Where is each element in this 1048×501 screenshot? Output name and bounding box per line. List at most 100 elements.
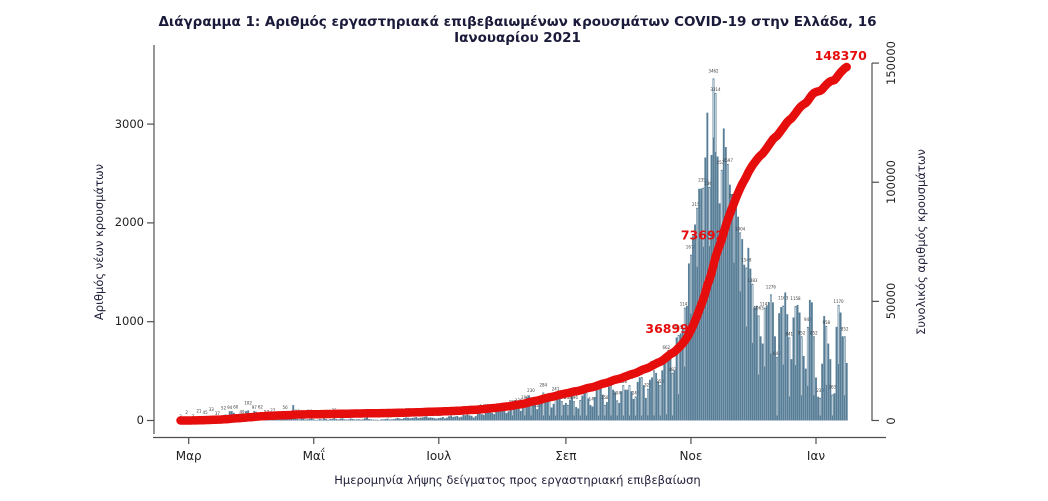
daily-cases-bar	[335, 419, 338, 421]
daily-cases-bar	[761, 343, 764, 421]
daily-cases-bar	[390, 419, 393, 421]
daily-cases-bar	[675, 337, 678, 421]
daily-cases-bar	[433, 418, 436, 421]
x-axis-month-label: Μαρ	[175, 449, 202, 463]
daily-cases-bar	[720, 169, 723, 421]
label-leader-line	[764, 308, 766, 367]
daily-cases-bar	[587, 398, 590, 421]
label-leader-line	[555, 397, 556, 416]
label-leader-line	[713, 79, 714, 138]
daily-cases-bar	[398, 418, 401, 421]
daily-cases-bar	[419, 417, 422, 421]
daily-cases-bar	[546, 397, 549, 421]
bar-value-label: 3462	[708, 69, 719, 74]
daily-cases-bar	[630, 391, 633, 421]
label-leader-line	[825, 326, 827, 385]
daily-cases-bar	[421, 417, 424, 421]
daily-cases-bar	[669, 354, 672, 421]
x-axis-month-label: Σεπ	[555, 449, 577, 463]
bar-value-label: 158	[564, 395, 572, 400]
daily-cases-bar	[368, 419, 371, 421]
label-leader-line	[567, 405, 569, 416]
daily-cases-bar	[538, 398, 541, 421]
right-axis-tick-label: 0	[884, 416, 898, 425]
daily-cases-bar	[759, 336, 762, 421]
daily-cases-bar	[337, 419, 340, 421]
label-leader-line	[807, 327, 809, 386]
daily-cases-bar	[482, 414, 485, 421]
daily-cases-bar	[737, 216, 740, 421]
label-leader-line	[739, 233, 741, 292]
daily-cases-bar	[722, 128, 725, 421]
daily-cases-bar	[441, 417, 444, 421]
label-leader-line	[604, 405, 606, 416]
daily-cases-bar	[384, 419, 387, 421]
daily-cases-bar	[507, 411, 510, 421]
daily-cases-bar	[286, 418, 289, 421]
bar-value-label: 94	[227, 405, 233, 410]
bar-value-label: 2	[185, 410, 188, 415]
daily-cases-bar	[366, 417, 368, 421]
daily-cases-bar	[778, 313, 781, 421]
right-axis-title: Συνολικός αριθμός κρουσμάτων	[914, 149, 928, 335]
daily-cases-bar	[558, 397, 561, 421]
daily-cases-bar	[298, 419, 301, 421]
label-leader-line	[629, 386, 630, 416]
bar-value-label: 60	[233, 405, 239, 410]
label-leader-line	[622, 386, 624, 416]
label-leader-line	[641, 378, 643, 416]
daily-cases-bar	[733, 203, 735, 421]
daily-cases-bar	[745, 267, 748, 421]
right-axis-tick-label: 100000	[884, 160, 898, 205]
daily-cases-bar	[435, 418, 438, 421]
bar-value-label: 3314	[710, 87, 721, 92]
bar-value-label: 852	[841, 326, 849, 331]
daily-cases-bar	[294, 418, 297, 421]
daily-cases-bar	[839, 312, 842, 421]
label-leader-line	[838, 305, 839, 364]
daily-cases-bar	[439, 417, 442, 421]
daily-cases-bar	[624, 389, 627, 421]
label-leader-line	[758, 316, 759, 375]
label-leader-line	[598, 389, 600, 416]
cumulative-milestone-label: 148370	[815, 48, 867, 63]
daily-cases-bar	[532, 399, 535, 421]
label-leader-line	[586, 393, 587, 416]
label-leader-line	[709, 188, 710, 247]
daily-cases-bar	[429, 417, 432, 421]
label-leader-line	[573, 402, 575, 416]
daily-cases-bar	[790, 359, 793, 421]
daily-cases-bar	[821, 363, 824, 421]
daily-cases-bar	[642, 385, 645, 421]
daily-cases-bar	[556, 393, 559, 421]
bar-value-label: 62	[258, 404, 264, 409]
daily-cases-bar	[845, 362, 848, 421]
label-leader-line	[752, 284, 753, 343]
daily-cases-bar	[657, 381, 660, 421]
daily-cases-bar	[726, 163, 729, 421]
bar-value-label: 196	[521, 395, 529, 400]
daily-cases-bar	[403, 418, 405, 421]
daily-cases-bar	[351, 419, 354, 421]
x-axis-month-label: Μαΐ	[302, 449, 325, 463]
daily-cases-bar	[380, 419, 383, 421]
bar-value-label: 2363	[704, 181, 715, 186]
label-leader-line	[653, 371, 655, 416]
daily-cases-bar	[651, 377, 653, 421]
daily-cases-bar	[562, 404, 565, 421]
daily-cases-bar	[427, 417, 430, 421]
daily-cases-bar	[499, 411, 502, 421]
bar-value-label: 358	[656, 379, 664, 384]
bar-value-label: 21	[196, 408, 202, 413]
label-leader-line	[672, 373, 673, 416]
daily-cases-bar	[357, 419, 360, 421]
daily-cases-bar	[409, 418, 412, 421]
daily-cases-bar	[296, 418, 299, 421]
daily-cases-bar	[423, 416, 426, 421]
daily-cases-bar	[564, 402, 567, 421]
daily-cases-bar	[685, 305, 688, 421]
label-leader-line	[666, 356, 667, 415]
right-axis-tick-label: 150000	[884, 41, 898, 86]
daily-cases-bar	[280, 419, 282, 421]
